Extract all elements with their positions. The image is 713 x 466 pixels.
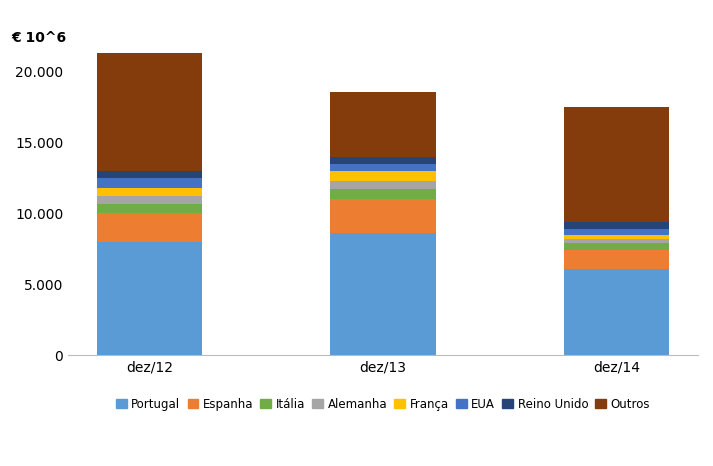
Bar [330,181,436,189]
Bar [97,178,202,188]
Bar [330,91,436,157]
Bar [564,235,670,239]
Bar [97,204,202,213]
Bar [330,189,436,199]
Bar [97,213,202,242]
Bar [330,164,436,171]
Bar [564,243,670,250]
Bar [564,269,670,355]
Bar [97,171,202,178]
Bar [564,239,670,243]
Bar [97,188,202,197]
Bar [564,107,670,222]
Legend: Portugal, Espanha, Itália, Alemanha, França, EUA, Reino Unido, Outros: Portugal, Espanha, Itália, Alemanha, Fra… [113,396,652,413]
Bar [564,250,670,269]
Bar [330,157,436,164]
Bar [97,197,202,204]
Bar [330,199,436,233]
Bar [564,222,670,229]
Bar [330,171,436,181]
Bar [97,53,202,171]
Bar [564,229,670,235]
Bar [97,242,202,355]
Bar [330,233,436,355]
Text: € 10^6: € 10^6 [11,31,66,45]
